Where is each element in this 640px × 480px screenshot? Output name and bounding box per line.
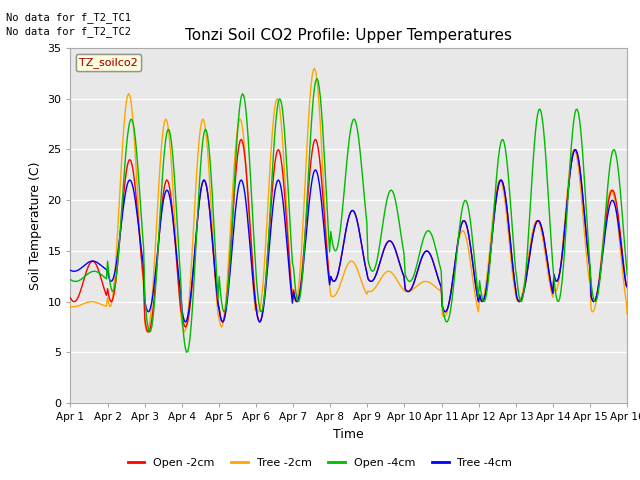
- Y-axis label: Soil Temperature (C): Soil Temperature (C): [29, 161, 42, 290]
- Text: No data for f_T2_TC1: No data for f_T2_TC1: [6, 12, 131, 23]
- X-axis label: Time: Time: [333, 428, 364, 441]
- Legend: TZ_soilco2: TZ_soilco2: [76, 54, 141, 71]
- Title: Tonzi Soil CO2 Profile: Upper Temperatures: Tonzi Soil CO2 Profile: Upper Temperatur…: [186, 28, 512, 43]
- Text: No data for f_T2_TC2: No data for f_T2_TC2: [6, 26, 131, 37]
- Legend: Open -2cm, Tree -2cm, Open -4cm, Tree -4cm: Open -2cm, Tree -2cm, Open -4cm, Tree -4…: [123, 453, 517, 472]
